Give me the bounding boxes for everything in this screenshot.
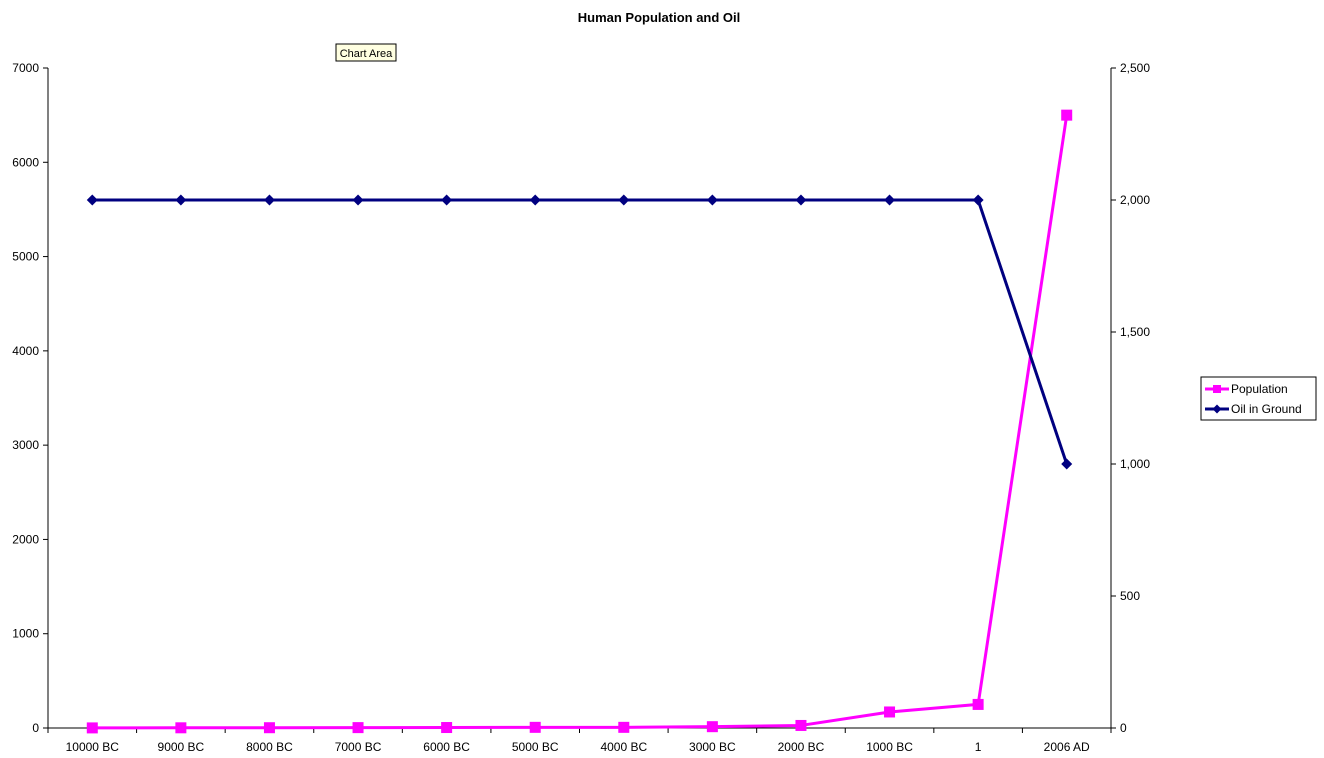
- data-point-population: [263, 722, 275, 734]
- chart-area-tooltip-text: Chart Area: [340, 48, 393, 60]
- x-tick-label: 1000 BC: [866, 740, 913, 754]
- data-point-population: [972, 698, 984, 710]
- data-point-oil-in-ground: [1061, 458, 1073, 470]
- legend-marker-oil-in-ground: [1212, 404, 1222, 414]
- x-tick-label: 2006 AD: [1044, 740, 1090, 754]
- chart-title: Human Population and Oil: [578, 10, 741, 25]
- x-tick-label: 10000 BC: [66, 740, 120, 754]
- chart-area-tooltip: Chart Area: [335, 43, 397, 62]
- legend[interactable]: Population Oil in Ground: [1200, 376, 1317, 421]
- data-point-oil-in-ground: [529, 194, 541, 206]
- y-right-tick-label: 2,500: [1120, 61, 1150, 75]
- y-left-tick-label: 3000: [12, 438, 39, 452]
- data-point-population: [529, 721, 541, 733]
- data-point-population: [1061, 109, 1073, 121]
- y-left-tick-label: 6000: [12, 155, 39, 169]
- x-tick-label: 6000 BC: [423, 740, 470, 754]
- y-right-tick-label: 2,000: [1120, 193, 1150, 207]
- x-tick-label: 5000 BC: [512, 740, 559, 754]
- x-tick-label: 3000 BC: [689, 740, 736, 754]
- y-right-tick-label: 1,000: [1120, 457, 1150, 471]
- y-left-tick-label: 0: [32, 721, 39, 735]
- y-right-tick-label: 0: [1120, 721, 1127, 735]
- data-point-oil-in-ground: [263, 194, 275, 206]
- legend-label-oil-in-ground: Oil in Ground: [1231, 402, 1302, 416]
- data-point-population: [352, 722, 364, 734]
- data-point-population: [706, 721, 718, 733]
- x-tick-label: 2000 BC: [778, 740, 825, 754]
- legend-label-population: Population: [1231, 382, 1288, 396]
- x-tick-label: 7000 BC: [335, 740, 382, 754]
- x-tick-label: 1: [975, 740, 982, 754]
- y-right-tick-label: 500: [1120, 589, 1140, 603]
- plot-area[interactable]: 0 1000 2000 3000 4000 5000 6000 7000 0 500 1,000 1,…: [12, 61, 1150, 754]
- data-point-population: [86, 722, 98, 734]
- data-point-oil-in-ground: [441, 194, 453, 206]
- data-point-population: [618, 721, 630, 733]
- y-left-tick-label: 2000: [12, 532, 39, 546]
- data-point-oil-in-ground: [972, 194, 984, 206]
- series-line-oil-in-ground: [92, 198, 1069, 465]
- data-point-population: [175, 722, 187, 734]
- y-left-tick-label: 1000: [12, 627, 39, 641]
- data-point-population: [441, 722, 453, 734]
- series-line-population: [92, 114, 1069, 730]
- y-left-tick-label: 7000: [12, 61, 39, 75]
- data-point-population: [795, 719, 807, 731]
- data-point-oil-in-ground: [706, 194, 718, 206]
- y-left-tick-label: 5000: [12, 250, 39, 264]
- data-point-oil-in-ground: [175, 194, 187, 206]
- data-point-oil-in-ground: [884, 194, 896, 206]
- y-right-tick-label: 1,500: [1120, 325, 1150, 339]
- data-point-oil-in-ground: [86, 194, 98, 206]
- data-point-oil-in-ground: [352, 194, 364, 206]
- y-left-tick-label: 4000: [12, 344, 39, 358]
- x-tick-label: 9000 BC: [158, 740, 205, 754]
- data-point-oil-in-ground: [618, 194, 630, 206]
- data-point-population: [884, 706, 896, 718]
- data-point-oil-in-ground: [795, 194, 807, 206]
- x-tick-label: 4000 BC: [600, 740, 647, 754]
- legend-marker-population: [1213, 385, 1221, 393]
- x-tick-label: 8000 BC: [246, 740, 293, 754]
